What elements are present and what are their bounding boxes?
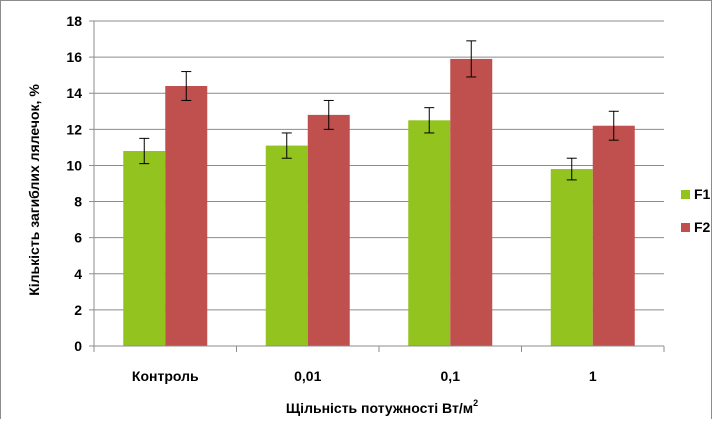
x-axis-label: Щільність потужності Вт/м2 — [286, 398, 478, 416]
y-tick-label: 18 — [66, 13, 82, 29]
y-axis-label: Кількість загиблих лялечок, % — [26, 84, 42, 296]
x-axis-label-superscript: 2 — [473, 398, 478, 408]
y-tick-label: 2 — [74, 302, 82, 318]
legend-label-f2: F2 — [694, 219, 711, 235]
legend: F1 F2 — [681, 186, 711, 235]
legend-swatch-f1 — [681, 190, 690, 199]
bar-f1-1 — [265, 145, 308, 346]
y-tick-label: 14 — [66, 85, 82, 101]
y-tick-label: 16 — [66, 49, 82, 65]
legend-label-f1: F1 — [694, 186, 711, 202]
x-tick-label: 0,01 — [294, 368, 321, 384]
axes — [89, 20, 665, 352]
bars — [123, 58, 635, 347]
y-tick-label: 4 — [74, 266, 82, 282]
y-tick-label: 0 — [74, 338, 82, 354]
bar-f1-0 — [123, 151, 166, 346]
x-tick-labels: Контроль 0,01 0,1 1 — [132, 368, 597, 384]
x-tick-label: Контроль — [132, 368, 199, 384]
y-tick-label: 6 — [74, 230, 82, 246]
x-tick-label: 0,1 — [441, 368, 461, 384]
y-tick-labels: 0 2 4 6 8 10 12 14 16 18 — [66, 13, 82, 354]
x-axis-label-text: Щільність потужності Вт/м — [286, 400, 473, 416]
bar-f1-2 — [408, 120, 451, 346]
y-tick-label: 10 — [66, 157, 82, 173]
y-tick-label: 8 — [74, 194, 82, 210]
bar-f2-1 — [307, 114, 350, 346]
bar-f2-3 — [592, 125, 635, 346]
x-tick-label: 1 — [589, 368, 597, 384]
legend-swatch-f2 — [681, 223, 690, 232]
error-bars — [139, 40, 619, 181]
bar-f1-3 — [550, 169, 593, 346]
bar-f2-2 — [450, 58, 493, 347]
y-tick-label: 12 — [66, 121, 82, 137]
bar-f2-0 — [165, 86, 208, 346]
